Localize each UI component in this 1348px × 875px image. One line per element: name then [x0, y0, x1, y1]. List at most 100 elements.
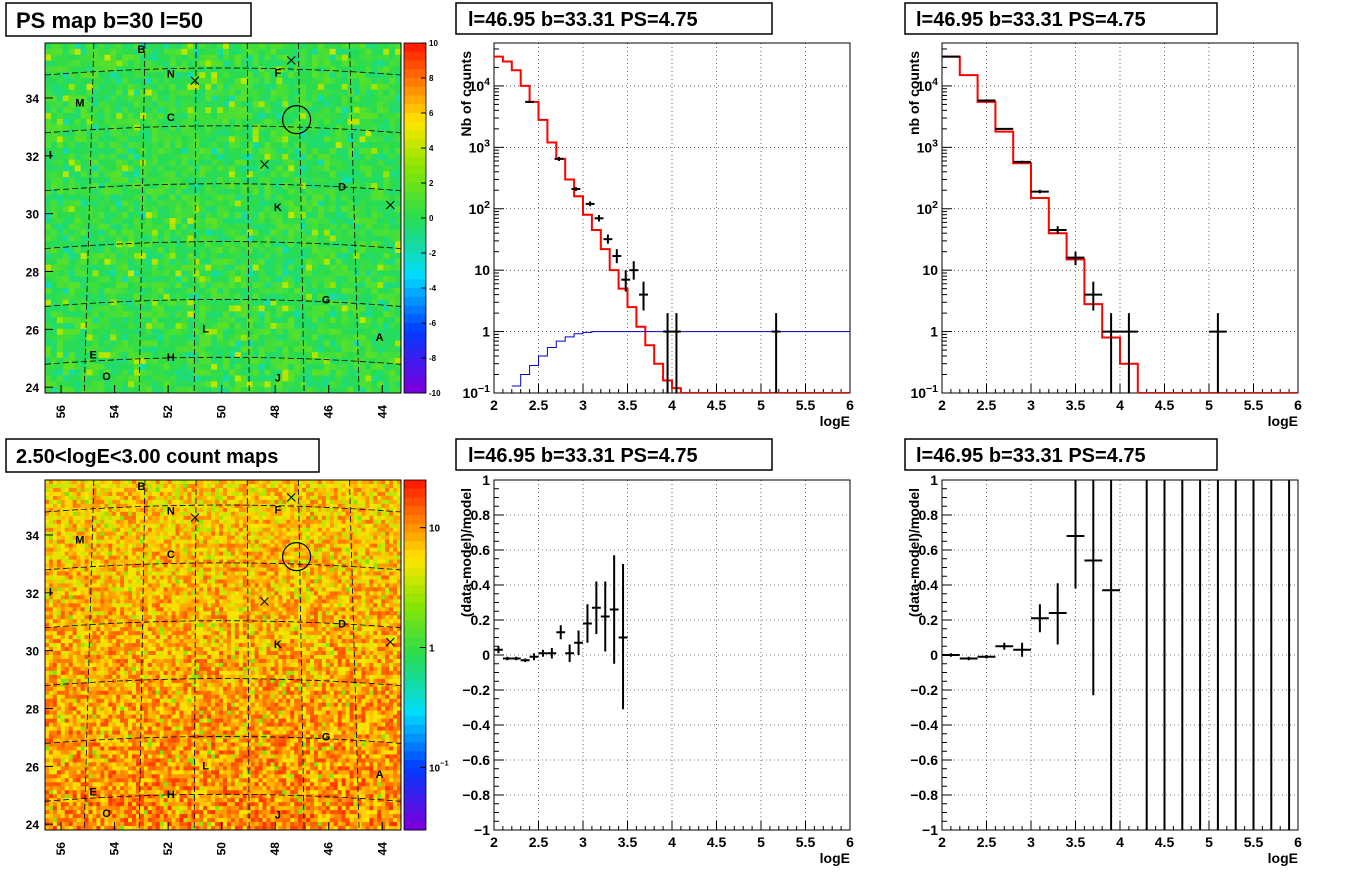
map1-cell [270, 258, 277, 266]
map1-cell [175, 352, 182, 359]
map1-cell [300, 183, 307, 190]
map1-cell [377, 171, 384, 178]
map2-cell [56, 567, 62, 572]
map1-cell [341, 241, 348, 248]
map1-cell [181, 54, 188, 61]
map1-cell [181, 247, 188, 254]
map1-cell [306, 346, 313, 353]
map1-cell [335, 83, 343, 91]
map1-cell [128, 387, 135, 394]
map1-cell [312, 136, 319, 143]
map1-cell [68, 83, 76, 91]
map1-cell [157, 60, 165, 67]
map1-ps-circle [282, 105, 312, 135]
map1-cell [211, 270, 218, 277]
map1-cell [294, 229, 301, 236]
map2-cell [48, 678, 54, 684]
map1-cell [377, 218, 384, 225]
map1-cell [110, 218, 117, 225]
map1-cell [258, 346, 265, 353]
spec2-data-point [1066, 251, 1085, 266]
map1-cell [258, 66, 265, 73]
map1-cell [169, 299, 176, 306]
map1-cell [276, 317, 283, 324]
map1-cell [86, 387, 93, 394]
map1-cell [80, 258, 87, 266]
map1-cell [45, 177, 52, 184]
map1-cell [217, 276, 224, 283]
map1-cell [128, 212, 135, 219]
map1-cell [157, 282, 165, 289]
map1-cell [68, 346, 76, 353]
map1-cell [98, 183, 105, 190]
map2-cell [76, 802, 81, 807]
map1-cell [74, 258, 81, 266]
map1-cell [211, 153, 218, 161]
map1-colorbar-seg [404, 384, 426, 394]
map1-cell [122, 218, 129, 225]
map1-cell [353, 247, 360, 254]
map1-cell [264, 171, 271, 178]
map1-cell [276, 276, 283, 283]
map1-cell [371, 340, 378, 347]
map1-cell [163, 66, 170, 73]
map1-cell [335, 206, 343, 213]
map1-cell [122, 311, 129, 318]
map1-cell [341, 188, 348, 196]
map1-cell [240, 311, 248, 318]
map1-cell [116, 78, 123, 85]
map1-cell [175, 247, 182, 254]
map1-cell [175, 223, 182, 231]
map1-cell [116, 258, 123, 266]
map1-cell [312, 363, 319, 371]
map1-cell [353, 212, 360, 219]
map1-cell [282, 375, 289, 382]
map1-cell [377, 188, 384, 196]
map1-cell [187, 66, 194, 73]
map1-cell [199, 188, 206, 196]
map1-cell [288, 113, 295, 120]
map1-cell [80, 194, 87, 201]
map1-cell [264, 194, 271, 201]
map1-cell [365, 101, 372, 108]
map2-cell [56, 515, 62, 521]
map2-cell [52, 519, 58, 525]
map1-cell [223, 375, 230, 382]
map1-cell [110, 235, 117, 242]
map2-cell [48, 738, 54, 743]
map1-cell [62, 270, 70, 277]
map1-cell [276, 305, 283, 312]
map1-cell [169, 375, 176, 382]
map1-cell [234, 72, 242, 79]
map1-cell [193, 334, 200, 341]
map1-cell [187, 136, 194, 143]
map1-cell [80, 241, 87, 248]
map1-cell [300, 311, 307, 318]
map2-cell [68, 730, 74, 735]
spec1-ytick-label: 10−1 [462, 383, 490, 401]
map1-cell [50, 148, 58, 155]
map1-cell [300, 113, 307, 120]
map2-cell [52, 607, 58, 612]
map1-cell [74, 282, 81, 289]
map1-cell [205, 113, 212, 120]
map1-cell [312, 83, 319, 91]
map1-cell [50, 89, 58, 96]
map1-cell [45, 352, 52, 359]
map1-cell [175, 241, 182, 248]
map1-cell [211, 165, 218, 172]
map1-cell [234, 223, 242, 231]
map1-cell [377, 124, 384, 131]
map2-cell [68, 790, 74, 795]
map1-cell [104, 54, 111, 61]
map1-cell [389, 282, 396, 289]
map1-cell [246, 101, 254, 108]
map1-cell [246, 142, 254, 149]
map2-cell [64, 770, 70, 775]
map1-cell [74, 194, 81, 201]
map1-cell [122, 363, 129, 371]
map1-cell [353, 317, 360, 324]
map1-cell [341, 387, 348, 394]
map2-cell [45, 627, 50, 632]
map1-cell [335, 247, 343, 254]
